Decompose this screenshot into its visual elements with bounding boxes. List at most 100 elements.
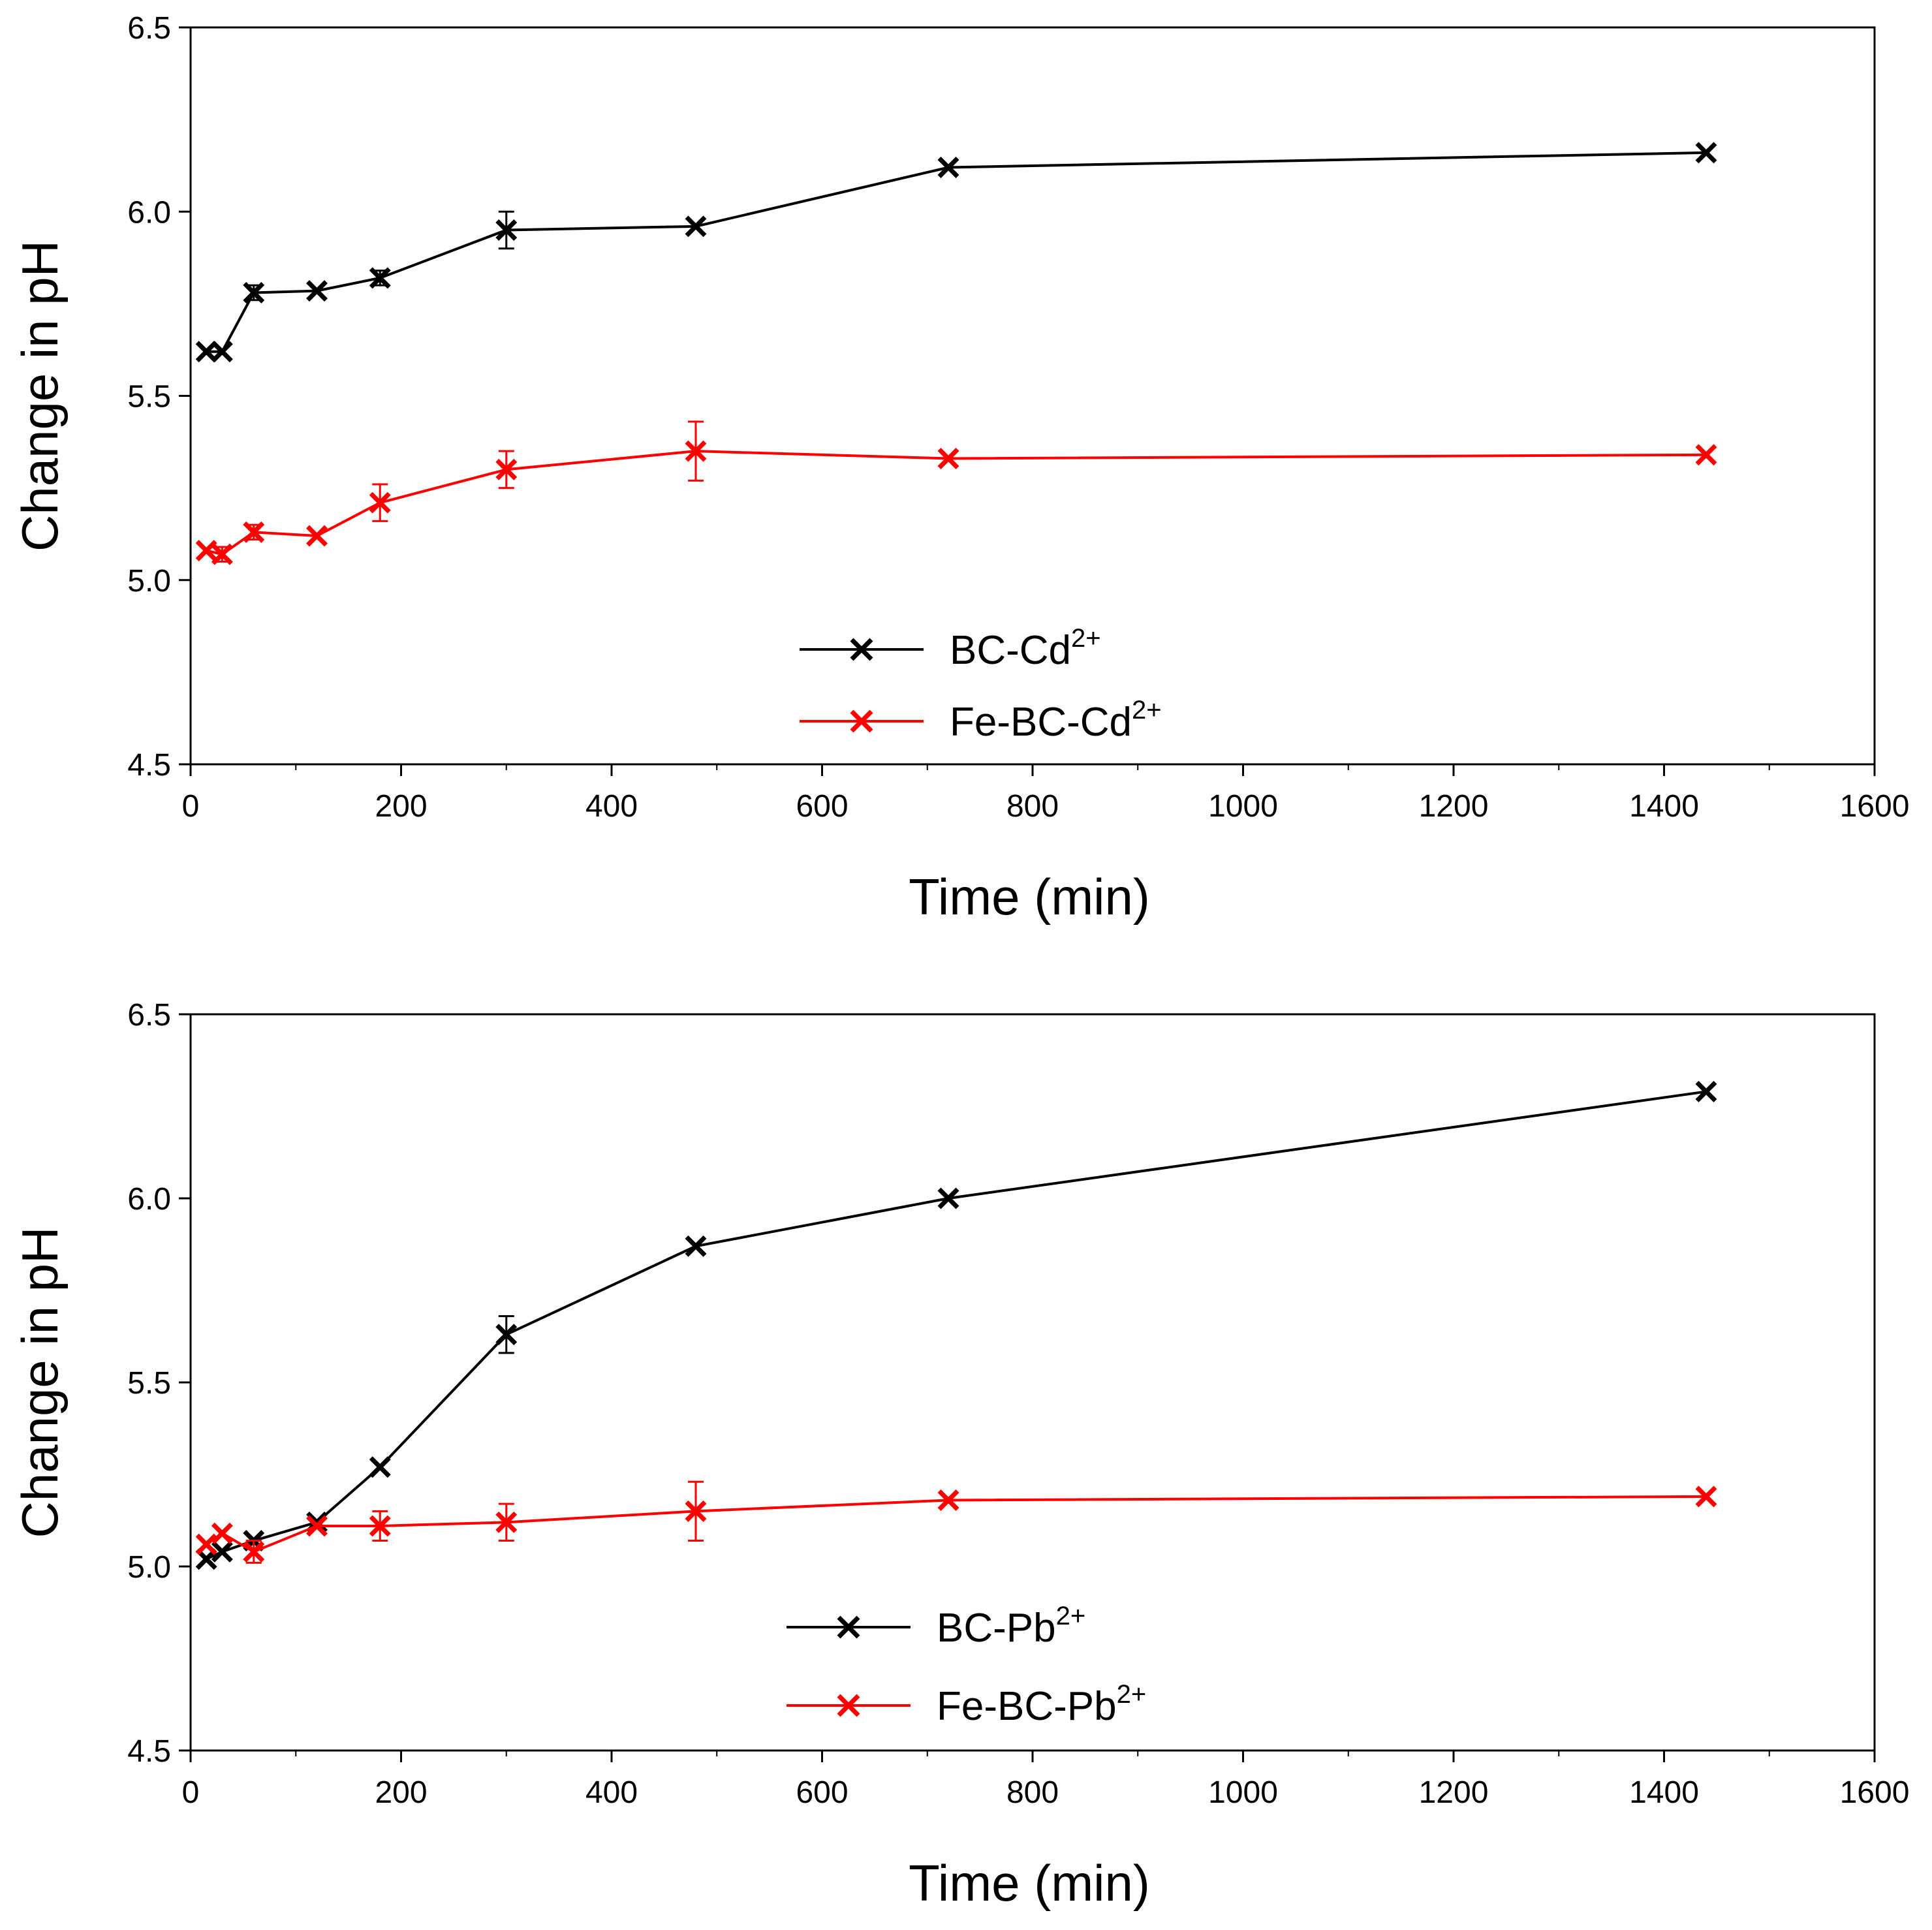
data-point: [495, 1324, 518, 1346]
y-tick-label: 6.0: [127, 195, 171, 230]
y-tick-label: 4.5: [127, 1734, 171, 1769]
data-point-stroke-b: [685, 1500, 707, 1522]
y-tick-label: 5.0: [127, 1550, 171, 1585]
series-1: [195, 1080, 1717, 1570]
data-point-stroke-b: [495, 1324, 518, 1346]
y-tick-label: 4.5: [127, 748, 171, 783]
data-point-stroke-b: [369, 267, 391, 289]
x-tick-label: 1400: [1629, 789, 1699, 824]
data-point: [243, 281, 265, 304]
legend-label-superscript: 2+: [1071, 624, 1101, 653]
legend-label-superscript: 2+: [1132, 696, 1162, 724]
data-point-stroke-b: [195, 1533, 217, 1555]
data-point: [1695, 1080, 1717, 1102]
data-point-stroke-b: [243, 1540, 265, 1563]
y-tick-label: 6.5: [127, 11, 171, 46]
data-point: [495, 219, 518, 241]
data-point: [211, 341, 233, 363]
data-point: [1695, 142, 1717, 164]
data-point-stroke-b: [937, 157, 959, 178]
data-point-stroke-b: [211, 1540, 233, 1563]
data-point-stroke-b: [495, 219, 518, 241]
y-tick-label: 5.0: [127, 564, 171, 599]
x-tick-label: 800: [1006, 789, 1059, 824]
data-point-stroke-b: [937, 447, 959, 469]
chart-panel-2: 0 200 400 600 800 1000 1200 1400 1600 4.5 5.0 5.5 6.…: [11, 998, 1909, 1912]
data-point: [369, 267, 391, 289]
x-tick-label: 600: [796, 1775, 848, 1810]
data-point: [685, 440, 707, 462]
data-point: [243, 1540, 265, 1563]
legend-entry-2: Fe-BC-Cd2+: [800, 696, 1162, 745]
x-tick-label: 200: [375, 789, 427, 824]
data-point-stroke-b: [306, 1515, 328, 1537]
data-point: [685, 1235, 707, 1257]
y-axis-title: Change in pH: [11, 1227, 69, 1538]
data-point-stroke-b: [306, 280, 328, 302]
data-point-stroke-b: [306, 525, 328, 547]
x-tick-label: 400: [585, 789, 638, 824]
x-tick-label: 1400: [1629, 1775, 1699, 1810]
data-point-stroke-b: [211, 341, 233, 363]
y-tick-label: 5.5: [127, 380, 171, 414]
legend-marker: [837, 1694, 860, 1717]
legend-marker: [837, 1615, 860, 1639]
data-point: [306, 280, 328, 302]
data-point: [1695, 1486, 1717, 1508]
x-tick-label: 1600: [1840, 1775, 1910, 1810]
legend-marker-stroke-b: [850, 638, 873, 661]
x-tick-label: 800: [1006, 1775, 1059, 1810]
x-tick-label: 1000: [1208, 1775, 1278, 1810]
y-tick-label: 6.5: [127, 998, 171, 1033]
data-point: [195, 1533, 217, 1555]
legend-marker-stroke-b: [837, 1694, 860, 1717]
x-axis-title: Time (min): [909, 868, 1150, 926]
data-point-stroke-b: [1695, 1080, 1717, 1102]
x-tick-label: 400: [585, 1775, 638, 1810]
data-point: [195, 341, 217, 363]
data-point: [195, 540, 217, 562]
data-point: [211, 1540, 233, 1563]
chart-panels: 0 200 400 600 800 1000 1200 1400 1600 4.5 5.0 5.5 6.…: [11, 11, 1909, 1912]
x-tick-label: 600: [796, 789, 848, 824]
data-point-stroke-b: [495, 458, 518, 480]
data-point-stroke-b: [211, 1522, 233, 1544]
data-point-stroke-b: [195, 341, 217, 363]
data-point: [685, 215, 707, 238]
data-point: [211, 1522, 233, 1544]
data-point-stroke-b: [685, 1235, 707, 1257]
legend-label: Fe-BC-Cd2+: [950, 696, 1162, 745]
legend-label: Fe-BC-Pb2+: [937, 1680, 1146, 1729]
data-point-stroke-b: [1695, 444, 1717, 466]
legend-entry-2: Fe-BC-Pb2+: [787, 1680, 1146, 1729]
data-point-stroke-b: [195, 540, 217, 562]
data-point-stroke-b: [937, 1489, 959, 1511]
data-point-stroke-b: [243, 281, 265, 304]
x-tick-label: 1200: [1419, 1775, 1489, 1810]
data-point: [369, 1515, 391, 1537]
data-point: [243, 521, 265, 543]
data-point-stroke-b: [369, 1515, 391, 1537]
x-tick-label: 1200: [1419, 789, 1489, 824]
data-point-stroke-b: [243, 521, 265, 543]
legend-marker-stroke-b: [850, 709, 873, 733]
y-tick-label: 5.5: [127, 1366, 171, 1401]
series-2: [195, 1480, 1717, 1564]
data-point: [1695, 444, 1717, 466]
x-tick-label: 1600: [1840, 789, 1910, 824]
x-tick-label: 200: [375, 1775, 427, 1810]
data-point-stroke-b: [211, 543, 233, 565]
x-axis-title: Time (min): [909, 1854, 1150, 1912]
x-tick-label: 0: [182, 1775, 200, 1810]
data-point-stroke-b: [937, 1187, 959, 1209]
y-axis-title: Change in pH: [11, 240, 69, 552]
series-2: [195, 420, 1717, 565]
data-point-stroke-b: [1695, 1486, 1717, 1508]
legend-label-superscript: 2+: [1117, 1680, 1147, 1709]
legend-marker: [850, 638, 873, 661]
data-point: [937, 157, 959, 178]
data-point-stroke-b: [369, 1456, 391, 1478]
data-point: [495, 458, 518, 480]
data-point-stroke-b: [369, 491, 391, 514]
